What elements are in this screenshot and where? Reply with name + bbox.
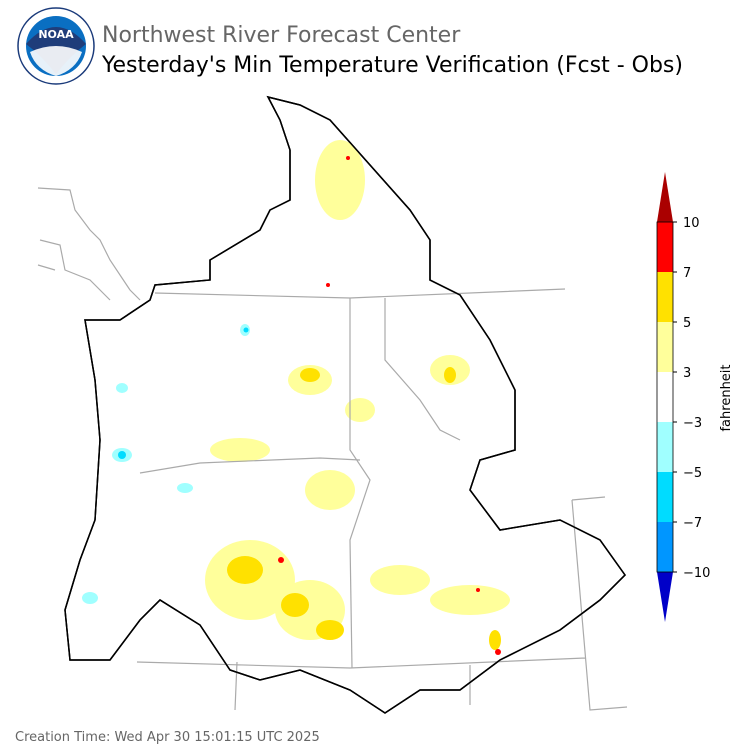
colorbar-frame [656,221,674,573]
colorbar-bin [657,422,673,472]
colorbar-tick-label: 3 [683,366,691,381]
logo-text: NOAA [38,28,74,41]
colorbar-tick-label: 5 [683,316,691,331]
map [37,95,628,714]
colorbar-bin [657,472,673,522]
noaa-logo: NOAA [17,7,95,85]
colorbar-tick-label: 10 [683,216,700,231]
colorbar-tick-label: 7 [683,266,691,281]
colorbar-tick-label: −7 [683,516,702,531]
creation-time: Creation Time: Wed Apr 30 15:01:15 UTC 2… [15,730,320,745]
map-title: Yesterday's Min Temperature Verification… [101,53,683,78]
colorbar-bin [657,322,673,372]
colorbar-under [657,572,673,622]
colorbar-bin [657,522,673,572]
colorbar-tick-label: −10 [683,566,710,581]
colorbar: −10 −7 −5 −3 3 5 7 10 [656,172,710,622]
colorbar-bin [657,372,673,422]
colorbar-over [657,172,673,222]
colorbar-tick-label: −3 [683,416,702,431]
colorbar-bin [657,222,673,272]
colorbar-label: fahrenheit [719,364,734,431]
colorbar-bin [657,272,673,322]
org-name: Northwest River Forecast Center [102,23,461,48]
colorbar-tick-label: −5 [683,466,702,481]
